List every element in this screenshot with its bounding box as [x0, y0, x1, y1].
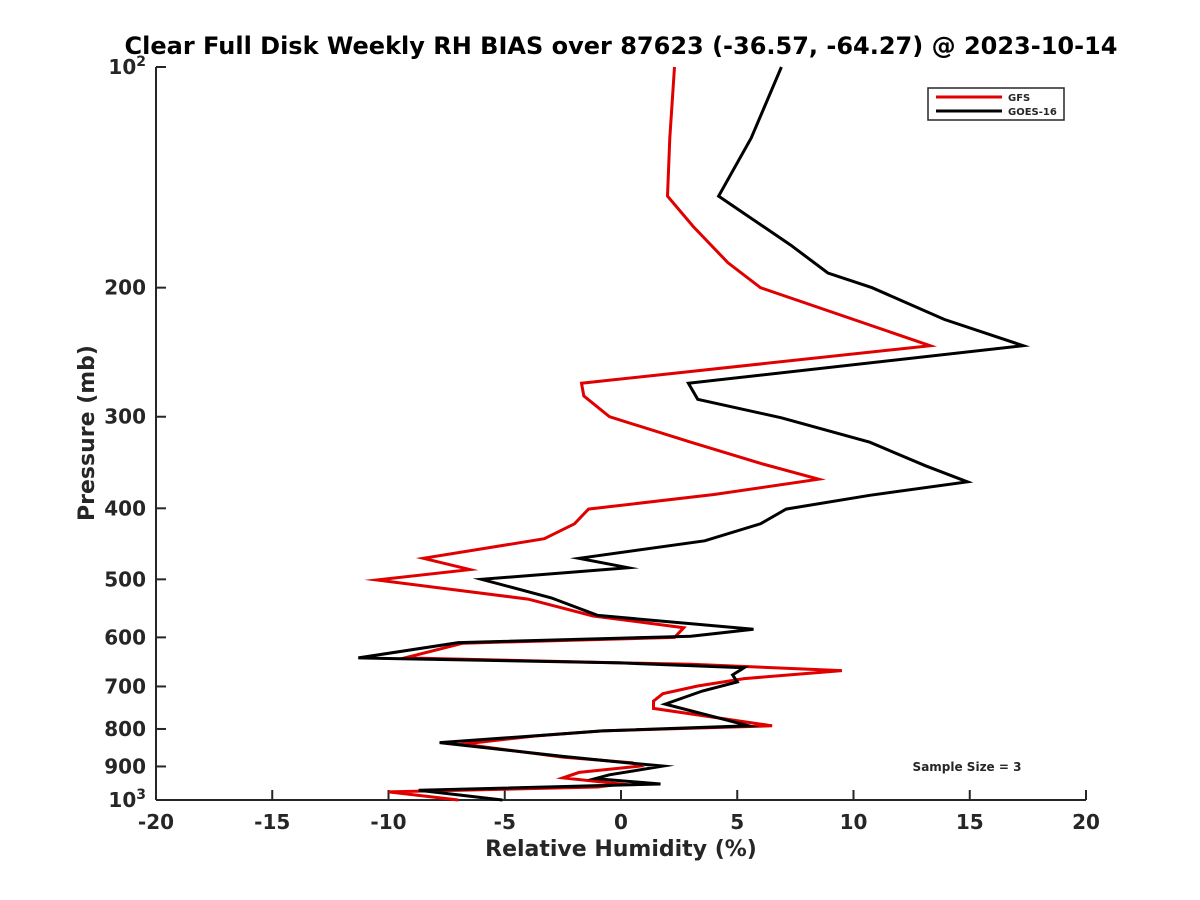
y-tick-label: 800 [104, 717, 146, 741]
legend-label: GOES-16 [1008, 107, 1057, 118]
y-tick-label: 300 [104, 405, 146, 429]
y-tick-label: 102 [108, 54, 146, 79]
x-axis-label: Relative Humidity (%) [485, 837, 757, 862]
y-tick-label: 200 [104, 276, 146, 300]
plot-axes: -20 -15 -10 -5 0 5 10 15 20 102 200 300 400 500 600 700… [104, 54, 1100, 834]
x-tick-label: 15 [956, 810, 984, 834]
x-tick-label: 10 [840, 810, 868, 834]
x-tick-label: 20 [1072, 810, 1100, 834]
legend-label: GFS [1008, 93, 1030, 104]
x-tick-label: -10 [370, 810, 406, 834]
y-tick-label: 600 [104, 625, 146, 649]
x-tick-label: 5 [730, 810, 744, 834]
series-line-goes-16 [358, 66, 1031, 802]
y-tick-label: 700 [104, 674, 146, 698]
y-tick-label: 900 [104, 754, 146, 778]
series-lines [358, 66, 1031, 802]
y-tick-label: 103 [108, 787, 146, 812]
y-axis-label: Pressure (mb) [75, 345, 100, 521]
sample-size-annotation: Sample Size = 3 [913, 760, 1022, 774]
x-tick-label: -20 [138, 810, 174, 834]
legend-box [927, 87, 1065, 121]
x-tick-label: 0 [614, 810, 628, 834]
chart-title: Clear Full Disk Weekly RH BIAS over 8762… [125, 32, 1118, 60]
y-tick-label: 500 [104, 567, 146, 591]
x-tick-label: -5 [494, 810, 516, 834]
legend: GFS GOES-16 [927, 87, 1065, 121]
y-tick-label: 400 [104, 496, 146, 520]
x-tick-label: -15 [254, 810, 290, 834]
